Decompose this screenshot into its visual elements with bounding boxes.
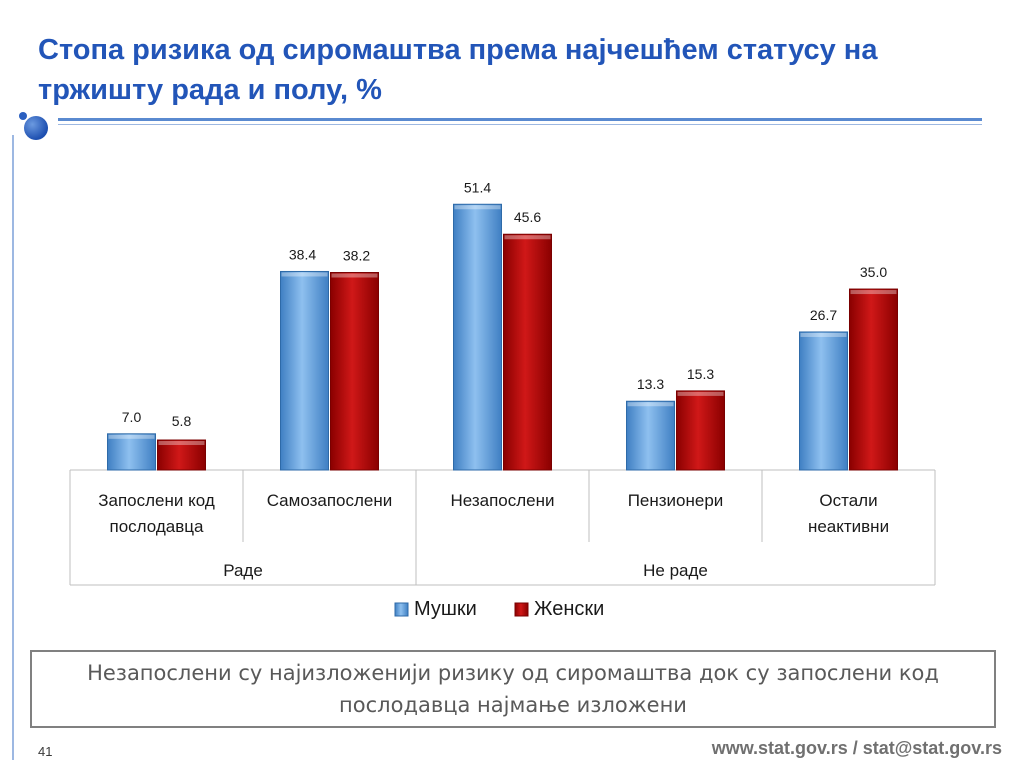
group-label: Раде bbox=[223, 561, 263, 580]
data-label: 45.6 bbox=[514, 209, 541, 225]
bar-female bbox=[849, 288, 898, 471]
category-label: неактивни bbox=[808, 517, 889, 536]
data-label: 7.0 bbox=[122, 409, 142, 425]
data-label: 13.3 bbox=[637, 376, 664, 392]
bar-female bbox=[676, 390, 725, 471]
data-label: 38.4 bbox=[289, 246, 316, 262]
decorative-dot-large bbox=[24, 116, 48, 140]
data-label: 5.8 bbox=[172, 413, 192, 429]
decorative-dot-small bbox=[19, 112, 27, 120]
legend-label: Мушки bbox=[414, 598, 477, 620]
title-underline bbox=[58, 118, 982, 121]
slide-title-line-2: тржишту рада и полу, % bbox=[38, 74, 382, 106]
bar-highlight bbox=[677, 391, 724, 396]
caption-text: Незапослени су најизложенији ризику од с… bbox=[87, 661, 939, 717]
legend-swatch-female bbox=[514, 602, 529, 617]
data-label: 51.4 bbox=[464, 179, 491, 195]
category-label: Пензионери bbox=[628, 491, 724, 510]
bar-female bbox=[157, 439, 206, 471]
category-label: Незапослени bbox=[450, 491, 554, 510]
bar-highlight bbox=[281, 272, 328, 277]
bar-male bbox=[280, 270, 329, 471]
bar-female bbox=[503, 233, 552, 471]
data-label: 26.7 bbox=[810, 307, 837, 323]
title-underline-thin bbox=[58, 124, 982, 125]
bar-chart: 7.0 5.8 Запослени код послодавца 38.4 38.2 Сам… bbox=[69, 179, 936, 620]
bar-male bbox=[453, 203, 502, 471]
bar-highlight bbox=[158, 441, 205, 446]
bar-highlight bbox=[800, 332, 847, 337]
slide-title: Стопа ризика од сиромаштва према најчешћ… bbox=[38, 30, 968, 110]
bar-highlight bbox=[454, 205, 501, 210]
bar-male bbox=[626, 400, 675, 471]
bar-highlight bbox=[504, 235, 551, 240]
slide-title-line-1: Стопа ризика од сиромаштва према најчешћ… bbox=[38, 34, 878, 66]
legend-swatch-male bbox=[394, 602, 409, 617]
bar-highlight bbox=[108, 434, 155, 439]
footer-url: www.stat.gov.rs / stat@stat.gov.rs bbox=[711, 738, 1002, 758]
category-label: Самозапослени bbox=[267, 491, 393, 510]
bar-highlight bbox=[850, 290, 897, 295]
bar-highlight bbox=[331, 273, 378, 278]
legend-label: Женски bbox=[534, 598, 604, 620]
bar-highlight bbox=[627, 402, 674, 407]
data-label: 38.2 bbox=[343, 248, 370, 264]
page-number: 41 bbox=[38, 744, 53, 759]
bar-male bbox=[799, 331, 848, 471]
category-label: Запослени код bbox=[98, 491, 215, 510]
data-label: 35.0 bbox=[860, 264, 887, 280]
caption-box: Незапослени су најизложенији ризику од с… bbox=[30, 650, 996, 728]
data-label: 15.3 bbox=[687, 366, 714, 382]
group-label: Не раде bbox=[643, 561, 708, 580]
category-label: Остали bbox=[819, 491, 877, 510]
bar-female bbox=[330, 272, 379, 471]
category-label: послодавца bbox=[110, 517, 204, 536]
side-rule bbox=[12, 135, 14, 760]
bar-male bbox=[107, 433, 156, 471]
